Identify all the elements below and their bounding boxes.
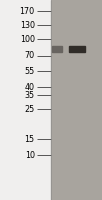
Text: 130: 130 (20, 21, 35, 29)
Text: 40: 40 (25, 83, 35, 92)
Text: 70: 70 (25, 51, 35, 60)
Text: 55: 55 (24, 66, 35, 75)
Text: 25: 25 (24, 104, 35, 114)
Text: 100: 100 (20, 34, 35, 44)
Bar (0, 0, 51, 200)
Text: 15: 15 (25, 134, 35, 144)
Bar (69, 46, 85, 52)
Bar (51, 0, 102, 200)
Text: 170: 170 (20, 6, 35, 16)
Text: 35: 35 (25, 90, 35, 99)
Text: 10: 10 (25, 150, 35, 160)
Bar (52, 46, 62, 52)
